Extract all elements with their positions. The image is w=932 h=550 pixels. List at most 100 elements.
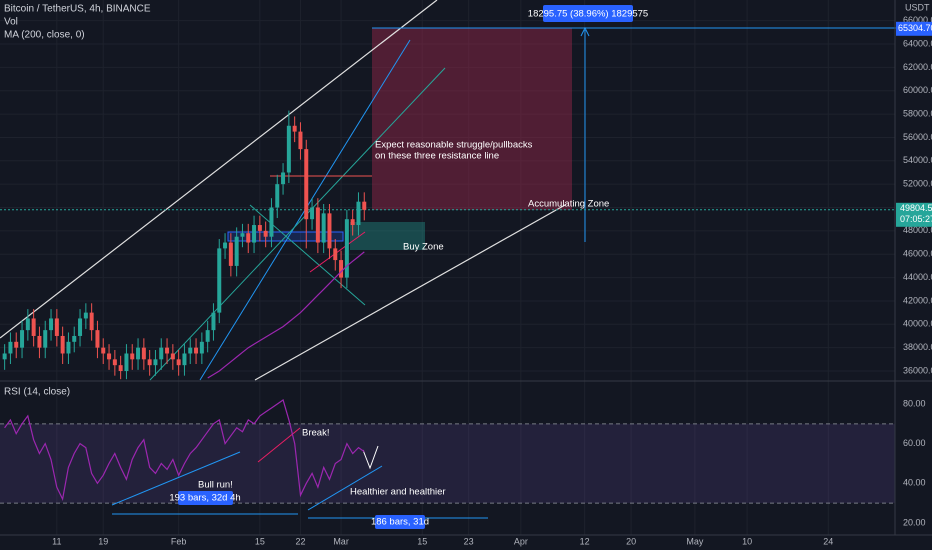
candle-body: [95, 330, 100, 348]
arrow: [362, 445, 379, 470]
candle-body: [315, 207, 320, 243]
y-tick-label: 64000.00: [903, 38, 932, 48]
x-tick-label: May: [686, 536, 704, 546]
candle-body: [112, 359, 117, 366]
candle-body: [72, 335, 77, 342]
candle-body: [165, 347, 170, 354]
y-tick-label: 62000.00: [903, 62, 932, 72]
y-tick-label: 56000.00: [903, 132, 932, 142]
candle-body: [31, 318, 36, 336]
candle-body: [362, 201, 367, 210]
candle-body: [130, 353, 135, 360]
candle-body: [304, 149, 309, 220]
range-box: [375, 515, 425, 529]
ma-line: [207, 251, 365, 379]
candle-body: [60, 335, 65, 354]
candle-body: [159, 347, 164, 360]
price-label-box: [896, 21, 932, 36]
legend-entry: MA (200, close, 0): [4, 30, 85, 41]
y-tick-label: 60000.00: [903, 85, 932, 95]
rsi-title: RSI (14, close): [4, 387, 70, 398]
candle-body: [124, 353, 129, 372]
arrow-head: [580, 26, 590, 37]
price-label-box: [896, 202, 932, 227]
annotation: Bull run!: [198, 480, 233, 491]
trend-line: [309, 231, 366, 273]
trend-line: [249, 204, 366, 306]
y-tick-label: 48000.00: [903, 225, 932, 235]
candle-body: [356, 201, 361, 226]
price-label: 49804.51: [900, 203, 932, 213]
y-tick-label: 44000.00: [903, 272, 932, 282]
y-tick-label: 36000.00: [903, 365, 932, 375]
volume-label: Vol: [4, 17, 18, 28]
rsi-line: [4, 399, 365, 502]
channel-line: [254, 204, 566, 381]
y-tick-label: 58000.00: [903, 108, 932, 118]
x-tick-label: 11: [52, 536, 61, 546]
x-tick-label: Mar: [333, 536, 349, 546]
candle-body: [54, 318, 59, 336]
candle-body: [298, 131, 303, 150]
annotation: on these three resistance line: [375, 151, 499, 162]
trend-line: [307, 465, 383, 511]
candle-body: [205, 330, 210, 342]
annotation: Accumulating Zone: [528, 199, 609, 210]
x-tick-label: 15: [417, 536, 427, 546]
candle-body: [234, 236, 239, 266]
candle-body: [194, 347, 199, 354]
candle-body: [286, 125, 291, 173]
rsi-band: [0, 423, 895, 504]
candle-body: [20, 330, 25, 348]
candle-body: [147, 359, 152, 366]
candle-body: [350, 219, 355, 226]
x-tick-label: 20: [626, 536, 636, 546]
annotation: Expect reasonable struggle/pullbacks: [375, 140, 533, 151]
candle-body: [8, 341, 13, 354]
candle-body: [78, 318, 83, 336]
y-tick-label: 80.00: [903, 398, 926, 408]
y-tick-label: 20.00: [903, 517, 926, 527]
candle-body: [182, 353, 187, 366]
x-tick-label: 23: [464, 536, 474, 546]
range-label: 193 bars, 32d 4h: [169, 493, 240, 504]
y-tick-label: 60.00: [903, 438, 926, 448]
candle-body: [118, 365, 123, 372]
target-zone: [372, 28, 572, 210]
candle-body: [176, 359, 181, 366]
candle-body: [49, 318, 54, 331]
candle-body: [281, 172, 286, 185]
candle-body: [153, 359, 158, 366]
candle-body: [101, 347, 106, 354]
candle-body: [228, 242, 233, 266]
range-box: [178, 491, 233, 505]
trend-line: [257, 427, 301, 463]
candle-body: [310, 207, 315, 220]
candle-body: [321, 213, 326, 243]
buy-zone: [350, 222, 425, 250]
price-label: 65304.70: [898, 23, 932, 33]
range-label: 186 bars, 31d: [371, 517, 429, 528]
candle-body: [188, 347, 193, 354]
x-tick-label: 24: [823, 536, 833, 546]
chart-title: Bitcoin / TetherUS, 4h, BINANCE: [4, 4, 151, 15]
marks: [2, 110, 367, 502]
y-tick-label: 46000.00: [903, 249, 932, 259]
measure-label: 18295.75 (38.96%) 1829575: [528, 9, 648, 20]
annotation: Buy Zone: [403, 242, 444, 253]
y-tick-label: 38000.00: [903, 342, 932, 352]
candle-body: [89, 312, 94, 331]
candle-body: [83, 312, 88, 319]
trend-line: [111, 451, 241, 506]
y-tick-label: 40000.00: [903, 319, 932, 329]
candle-body: [223, 242, 228, 249]
candle-body: [339, 260, 344, 278]
annotation: Healthier and healthier: [350, 487, 446, 498]
x-tick-label: 12: [580, 536, 590, 546]
x-tick-label: Apr: [514, 536, 528, 546]
candle-body: [2, 353, 7, 360]
measure-box: [543, 5, 633, 22]
candle-body: [25, 318, 30, 331]
candle-body: [107, 353, 112, 360]
